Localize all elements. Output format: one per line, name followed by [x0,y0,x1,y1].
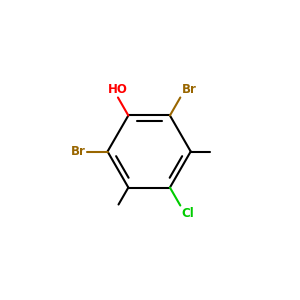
Text: Br: Br [71,145,86,158]
Text: HO: HO [108,83,128,96]
Text: Cl: Cl [182,207,194,220]
Text: Br: Br [182,83,196,96]
